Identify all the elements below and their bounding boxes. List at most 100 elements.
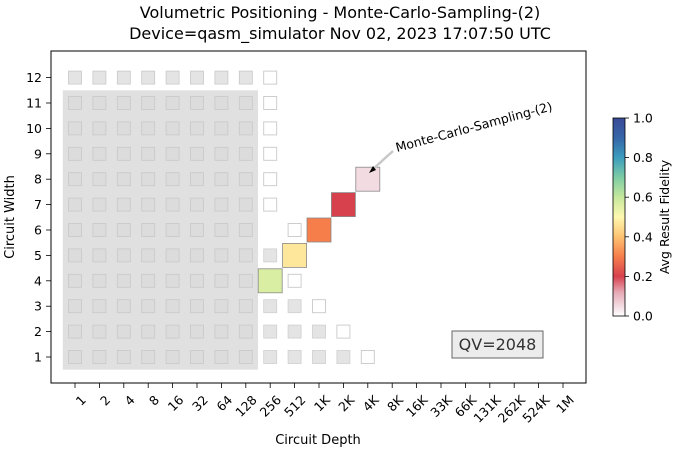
gray-cell xyxy=(141,223,156,237)
colorbar-tick-label: 0.8 xyxy=(633,150,653,165)
gray-cell xyxy=(263,299,278,314)
gray-cell xyxy=(214,273,229,288)
gray-cell xyxy=(116,273,131,288)
gray-cell xyxy=(238,324,253,339)
y-tick-label: 9 xyxy=(34,146,42,161)
gray-cell xyxy=(92,350,107,364)
outline-cell xyxy=(263,96,278,110)
gray-cell xyxy=(92,273,107,288)
gray-cell xyxy=(263,350,278,364)
gray-cell xyxy=(214,248,229,263)
gray-cell xyxy=(238,146,253,161)
gray-cell xyxy=(238,223,253,237)
colorbar: 0.0 0.2 0.4 0.6 0.8 1.0 Avg Result Fidelity xyxy=(612,111,672,324)
gray-cell xyxy=(116,350,131,364)
gray-cell xyxy=(92,299,107,314)
outline-cell xyxy=(360,350,375,364)
gray-cell xyxy=(92,324,107,339)
gray-cell xyxy=(141,248,156,263)
x-tick-label: 33K xyxy=(427,392,455,420)
outline-cell xyxy=(263,172,278,187)
gray-cell xyxy=(263,248,278,263)
gray-cell xyxy=(214,172,229,187)
gray-cell xyxy=(141,146,156,161)
y-tick-label: 2 xyxy=(34,324,42,339)
gray-cell xyxy=(116,299,131,314)
gray-cell xyxy=(68,172,82,187)
x-tick-label: 512 xyxy=(281,392,308,419)
gray-cell xyxy=(190,223,204,237)
data-cells-layer xyxy=(257,166,381,294)
outline-cell xyxy=(312,299,326,314)
gray-cell xyxy=(214,70,229,85)
gray-cell xyxy=(165,324,180,339)
gray-cell xyxy=(141,273,156,288)
x-tick-label: 4 xyxy=(121,392,137,408)
gray-cell xyxy=(214,146,229,161)
gray-cell xyxy=(116,96,131,110)
x-tick-label: 1 xyxy=(73,392,89,408)
outline-cell xyxy=(263,146,278,161)
gray-cell xyxy=(238,70,253,85)
x-tick-label: 2 xyxy=(97,392,113,408)
gray-cell xyxy=(92,121,107,136)
y-tick-label: 4 xyxy=(34,273,42,288)
gray-cell xyxy=(92,70,107,85)
qv-region-layer xyxy=(62,90,258,370)
gray-cell xyxy=(190,70,204,85)
gray-cell xyxy=(238,121,253,136)
gray-cell xyxy=(287,324,302,339)
gray-cell xyxy=(68,197,82,212)
gray-cell xyxy=(141,350,156,364)
gray-cell xyxy=(141,299,156,314)
gray-cell xyxy=(68,299,82,314)
result-cell xyxy=(306,217,332,243)
y-tick-label: 7 xyxy=(34,197,42,212)
annotation-arrowhead xyxy=(369,166,376,173)
outline-cell xyxy=(287,223,302,237)
gray-cell xyxy=(190,248,204,263)
gray-cell xyxy=(116,248,131,263)
gray-cell xyxy=(116,223,131,237)
x-tick-label: 128 xyxy=(232,392,260,420)
gray-cell xyxy=(165,121,180,136)
y-tick-label: 5 xyxy=(34,248,42,263)
x-tick-label: 32 xyxy=(189,392,211,414)
gray-cell xyxy=(190,96,204,110)
gray-cell xyxy=(165,197,180,212)
annotation-leader-line xyxy=(371,150,394,171)
outline-cell xyxy=(263,197,278,212)
colorbar-tick-label: 0.0 xyxy=(633,309,653,324)
gray-cell xyxy=(190,146,204,161)
gray-cell xyxy=(238,197,253,212)
x-tick-label: 524K xyxy=(519,392,553,426)
gray-cell xyxy=(68,70,82,85)
colorbar-tick-label: 1.0 xyxy=(633,111,653,126)
gray-cell xyxy=(68,324,82,339)
colorbar-ticks: 0.0 0.2 0.4 0.6 0.8 1.0 xyxy=(625,111,653,324)
gray-cell xyxy=(165,146,180,161)
qv-box-frame xyxy=(451,330,544,359)
gray-cell xyxy=(68,146,82,161)
gray-cell xyxy=(165,248,180,263)
gray-cell xyxy=(190,197,204,212)
x-tick-label: 1K xyxy=(311,392,334,415)
colorbar-label: Avg Result Fidelity xyxy=(657,159,672,274)
gray-cell xyxy=(92,146,107,161)
gray-cell xyxy=(116,197,131,212)
qv-label: QV=2048 xyxy=(459,335,537,354)
result-cell xyxy=(330,192,356,218)
gray-cell xyxy=(68,273,82,288)
x-tick-label: 16K xyxy=(403,392,431,420)
outline-cell xyxy=(263,121,278,136)
y-tick-label: 12 xyxy=(26,70,42,85)
gray-cell xyxy=(214,96,229,110)
gray-cell xyxy=(190,350,204,364)
colorbar-tick-label: 0.2 xyxy=(633,269,653,284)
gray-cell xyxy=(165,350,180,364)
gray-cell xyxy=(68,248,82,263)
gray-cell xyxy=(238,350,253,364)
gray-cell xyxy=(165,273,180,288)
gray-cell xyxy=(238,273,253,288)
